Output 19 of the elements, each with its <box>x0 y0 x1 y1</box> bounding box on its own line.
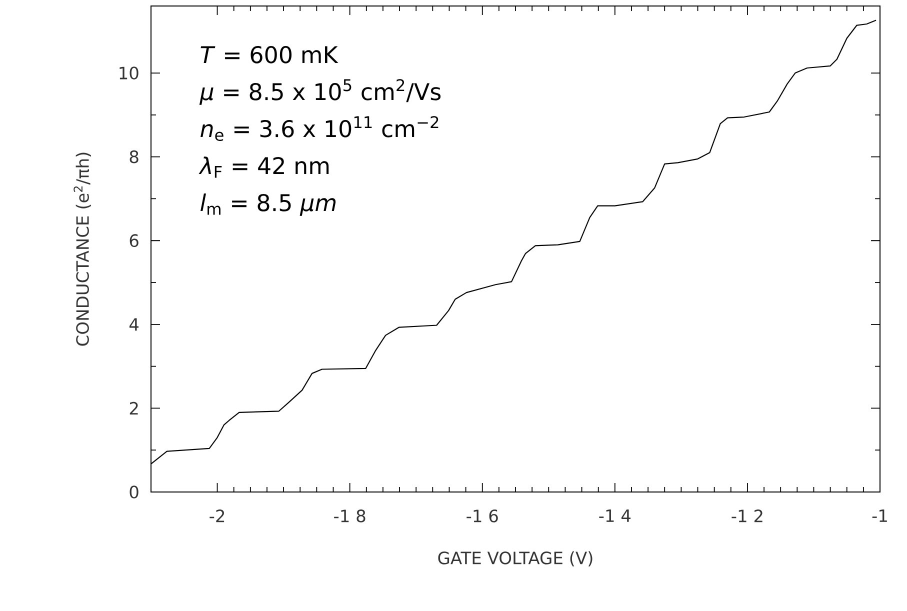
x-tick-label: -2 <box>210 510 224 522</box>
y-tick-label: 8 <box>130 150 138 164</box>
y-tick-label: 10 <box>120 66 138 80</box>
x-tick-label: -1 <box>872 510 887 522</box>
annotation: l$_{m}$ = 8.5 μm <box>200 194 336 216</box>
y-axis-title: CONDUCTANCE (e$^{2}$/πh) <box>74 152 91 346</box>
annotation: n$_{e}$ = 3.6 x 10$^{11}$ cm$^{−2}$ <box>200 116 438 142</box>
x-tick-label: -1 4 <box>599 510 631 522</box>
y-tick-label: 4 <box>129 318 139 331</box>
y-tick-label: 2 <box>130 402 138 415</box>
x-axis-title: GATE VOLTAGE (V) <box>438 551 592 566</box>
annotation: λ$_{F}$ = 42 nm <box>198 156 329 178</box>
x-tick-label: -1 6 <box>466 510 498 522</box>
y-tick-label: 0 <box>130 486 138 498</box>
x-tick-label: -1 2 <box>732 510 762 522</box>
annotation: μ = 8.5 x 10$^{5}$ cm$^{2}$/Vs <box>199 79 441 105</box>
y-tick-label: 6 <box>130 234 138 248</box>
x-tick-label: -1 8 <box>334 510 366 522</box>
annotation: T = 600 mK <box>200 46 338 64</box>
